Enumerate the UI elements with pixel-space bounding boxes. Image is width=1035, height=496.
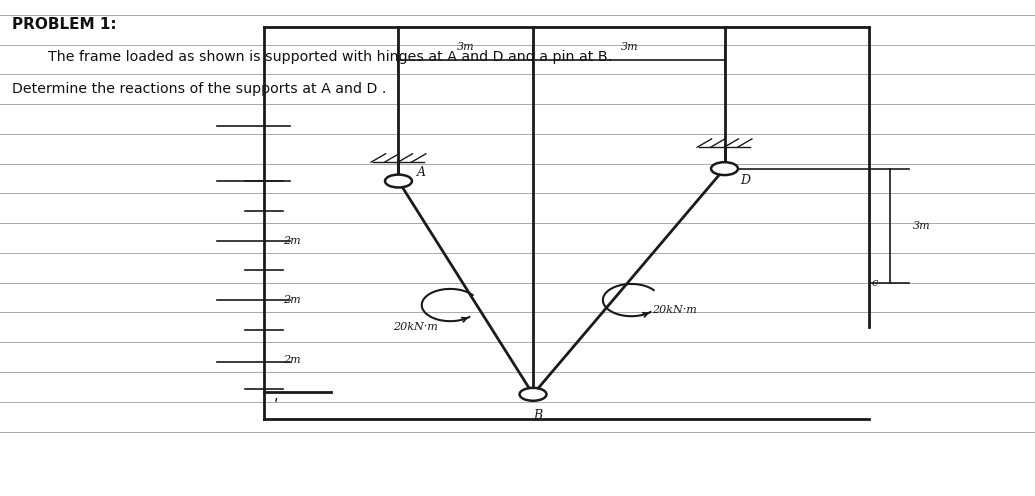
Text: B: B <box>534 409 542 422</box>
Text: 2m: 2m <box>283 236 301 246</box>
Text: 2m: 2m <box>283 295 301 305</box>
Circle shape <box>711 162 738 175</box>
Text: 3m: 3m <box>456 42 475 52</box>
Circle shape <box>385 175 412 187</box>
Text: 3m: 3m <box>913 221 930 231</box>
Text: Determine the reactions of the supports at A and D .: Determine the reactions of the supports … <box>12 82 387 96</box>
Text: 3m: 3m <box>620 42 639 52</box>
Text: PROBLEM 1:: PROBLEM 1: <box>12 17 117 32</box>
Text: 20kN·m: 20kN·m <box>393 322 438 332</box>
Text: 2m: 2m <box>283 355 301 365</box>
Text: c: c <box>871 278 878 288</box>
Text: 20kN·m: 20kN·m <box>652 305 697 315</box>
Text: The frame loaded as shown is supported with hinges at A and D and a pin at B.: The frame loaded as shown is supported w… <box>12 50 613 63</box>
Text: A: A <box>417 166 426 179</box>
Text: D: D <box>740 174 750 186</box>
Circle shape <box>520 388 546 401</box>
Text: ʹ: ʹ <box>274 398 278 416</box>
